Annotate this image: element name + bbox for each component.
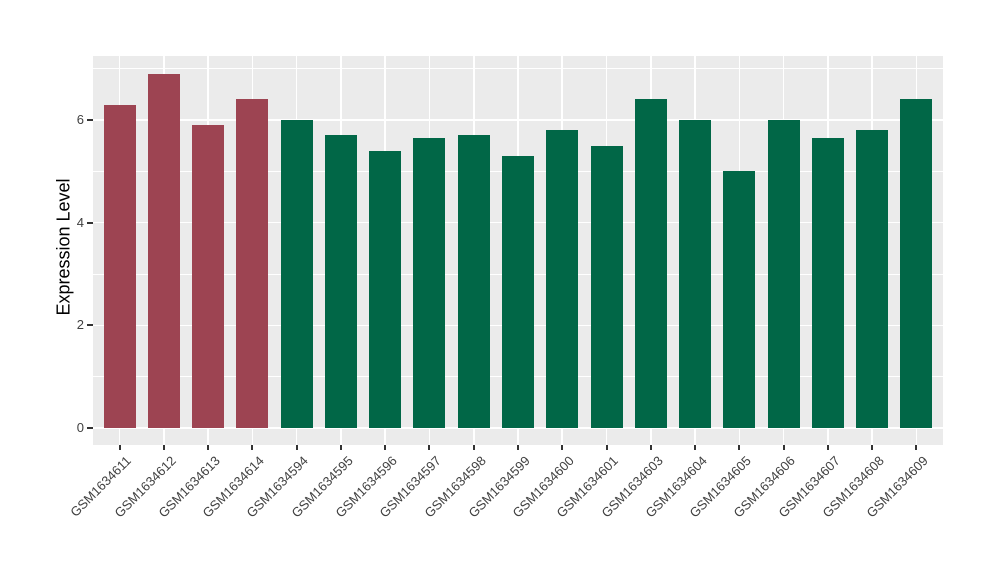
- x-axis-tick: [207, 445, 210, 450]
- bar-GSM1634597: [413, 137, 446, 428]
- bar-GSM1634609: [900, 99, 933, 428]
- bar-GSM1634603: [634, 99, 667, 428]
- bar-GSM1634605: [723, 171, 756, 428]
- y-tick-label: 0: [76, 420, 84, 435]
- x-axis-tick: [738, 445, 741, 450]
- x-axis-tick: [871, 445, 874, 450]
- x-axis-tick: [517, 445, 519, 450]
- bar-GSM1634599: [502, 155, 534, 428]
- bar-GSM1634608: [856, 130, 889, 428]
- x-axis-tick: [915, 445, 918, 450]
- x-axis-tick: [649, 445, 652, 450]
- x-axis-tick: [782, 445, 785, 450]
- x-axis-tick: [472, 445, 475, 450]
- bar-GSM1634596: [369, 150, 402, 428]
- bar-GSM1634598: [457, 135, 490, 428]
- x-axis-tick: [384, 445, 387, 450]
- bar-GSM1634601: [590, 145, 623, 428]
- y-axis-tick: [87, 427, 93, 429]
- x-axis-tick: [694, 445, 697, 450]
- bar-GSM1634600: [546, 130, 579, 428]
- y-tick-label: 2: [76, 317, 84, 333]
- bar-GSM1634604: [679, 120, 712, 428]
- bar-GSM1634606: [767, 120, 800, 428]
- y-axis-tick: [87, 119, 93, 121]
- x-axis-tick: [251, 445, 254, 450]
- bar-GSM1634611: [103, 104, 136, 428]
- y-tick-label: 4: [76, 214, 84, 230]
- y-axis-tick: [87, 324, 93, 327]
- y-axis-title: Expression Level: [53, 178, 74, 316]
- y-axis-tick: [87, 221, 93, 224]
- bar-GSM1634594: [280, 120, 313, 428]
- x-axis-tick: [118, 445, 121, 450]
- x-axis-tick: [295, 445, 298, 450]
- x-axis-tick: [561, 445, 564, 450]
- bar-GSM1634614: [236, 99, 269, 428]
- x-axis-tick: [162, 445, 165, 450]
- bar-GSM1634613: [192, 125, 225, 428]
- bar-GSM1634595: [324, 135, 357, 428]
- bar-GSM1634607: [811, 137, 844, 428]
- x-axis-tick: [339, 445, 342, 450]
- bar-GSM1634612: [147, 73, 180, 428]
- plot-panel: [93, 56, 943, 445]
- x-axis-tick: [605, 445, 608, 450]
- x-axis-tick: [826, 445, 829, 450]
- x-axis-tick: [428, 445, 431, 450]
- y-tick-label: 6: [76, 112, 84, 127]
